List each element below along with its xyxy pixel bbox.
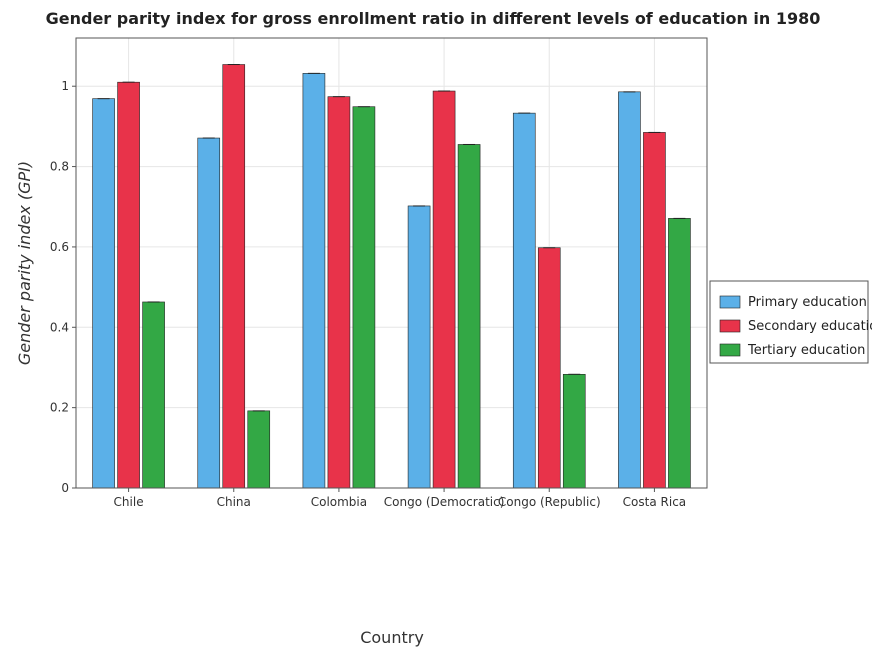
bar	[247, 410, 271, 489]
y-axis-label: Gender parity index (GPI)	[15, 161, 34, 365]
bar	[327, 96, 351, 489]
bar	[432, 90, 456, 489]
bar	[117, 81, 140, 489]
bar	[197, 137, 221, 489]
bar	[562, 373, 586, 489]
x-axis-label: Country	[360, 628, 424, 647]
x-tick-label: Congo (Democratic)	[384, 495, 505, 509]
legend-label: Primary education	[748, 295, 867, 310]
y-tick-label: 1	[61, 79, 69, 93]
bar	[537, 247, 561, 489]
bar	[668, 218, 691, 489]
x-tick-label: Congo (Republic)	[498, 495, 601, 509]
legend-label: Secondary education	[748, 319, 872, 334]
legend: Primary education Secondary education Tert…	[709, 280, 872, 364]
bars	[92, 64, 691, 489]
bar	[407, 205, 431, 489]
bar	[352, 106, 376, 489]
y-tick-label: 0.8	[50, 160, 69, 174]
bar	[512, 112, 536, 489]
bar	[457, 144, 481, 489]
bar	[222, 64, 246, 489]
bar	[302, 73, 326, 489]
y-tick-label: 0.4	[50, 320, 69, 334]
y-tick-label: 0	[61, 481, 69, 495]
bar	[142, 301, 165, 489]
x-ticks: Chile China Colombia Congo (Democratic)Cong…	[114, 488, 686, 509]
x-tick-label: Chile	[114, 495, 144, 509]
legend-swatch	[719, 319, 741, 333]
grid	[76, 38, 707, 489]
bar	[618, 91, 641, 489]
x-tick-label: China	[217, 495, 251, 509]
x-tick-label: Costa Rica	[623, 495, 686, 509]
plot-frame	[75, 37, 708, 489]
legend-swatch	[719, 295, 741, 309]
bar	[92, 98, 115, 489]
legend-label: Tertiary education	[747, 343, 865, 358]
bar	[643, 132, 666, 489]
legend-swatch	[719, 343, 741, 357]
y-tick-label: 0.2	[50, 401, 69, 415]
y-ticks: 0 0.2 0.4 0.6 0.8 1	[50, 79, 76, 495]
chart-title: Gender parity index for gross enrollment…	[46, 9, 821, 28]
x-tick-label: Colombia	[311, 495, 367, 509]
y-tick-label: 0.6	[50, 240, 69, 254]
